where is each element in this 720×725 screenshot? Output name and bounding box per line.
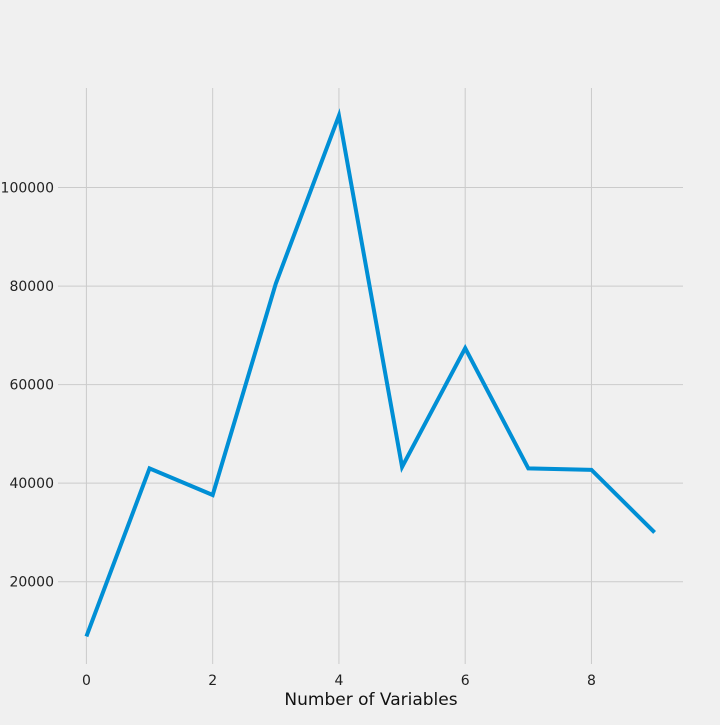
y-tick-label: 100000 xyxy=(1,181,54,197)
y-tick-label: 80000 xyxy=(9,279,54,295)
series-line xyxy=(84,108,656,638)
y-tick-label: 40000 xyxy=(9,476,54,492)
tick-labels: 0 2 4 6 8 20000 40000 60000 80000 100000 xyxy=(1,181,596,689)
series-layer xyxy=(84,108,656,638)
x-tick-label: 0 xyxy=(82,673,91,689)
grid-lines xyxy=(58,88,683,664)
x-tick-label: 6 xyxy=(461,673,470,689)
x-tick-label: 2 xyxy=(208,673,217,689)
x-tick-label: 8 xyxy=(587,673,596,689)
y-tick-label: 60000 xyxy=(9,378,54,394)
x-tick-label: 4 xyxy=(334,673,343,689)
x-axis-label: Number of Variables xyxy=(284,690,457,710)
y-tick-label: 20000 xyxy=(9,575,54,591)
